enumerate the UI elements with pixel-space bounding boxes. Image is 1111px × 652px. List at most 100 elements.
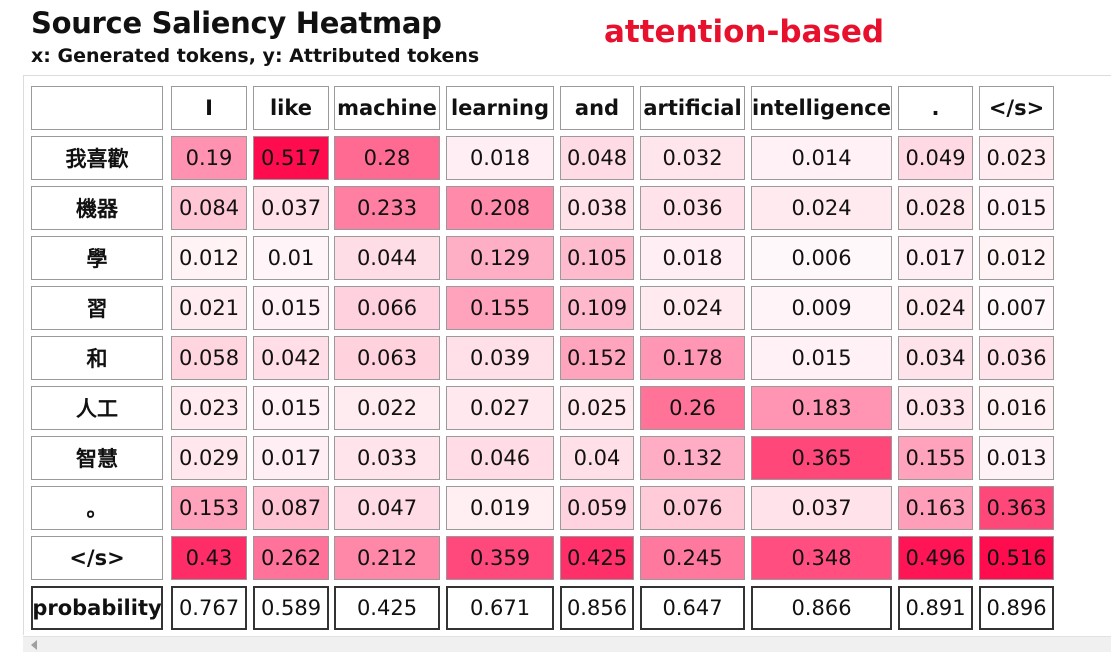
column-header: machine	[334, 86, 440, 130]
heatmap-cell: 0.012	[979, 236, 1054, 280]
probability-cell: 0.866	[751, 586, 892, 630]
probability-cell: 0.425	[334, 586, 440, 630]
corner-cell	[31, 86, 163, 130]
heatmap-cell: 0.024	[751, 186, 892, 230]
heatmap-cell: 0.018	[446, 136, 554, 180]
heatmap-cell: 0.009	[751, 286, 892, 330]
probability-label: probability	[31, 586, 163, 630]
heatmap-cell: 0.155	[898, 436, 973, 480]
row-header: 。	[31, 486, 163, 530]
heatmap-cell: 0.178	[640, 336, 745, 380]
heatmap-cell: 0.034	[898, 336, 973, 380]
heatmap-cell: 0.015	[751, 336, 892, 380]
heatmap-cell: 0.015	[253, 286, 329, 330]
heatmap-cell: 0.43	[171, 536, 247, 580]
heatmap-cell: 0.016	[979, 386, 1054, 430]
heatmap-cell: 0.183	[751, 386, 892, 430]
heatmap-cell: 0.066	[334, 286, 440, 330]
heatmap-cell: 0.26	[640, 386, 745, 430]
heatmap-cell: 0.058	[171, 336, 247, 380]
heatmap-cell: 0.163	[898, 486, 973, 530]
heatmap-cell: 0.048	[560, 136, 634, 180]
heatmap-cell: 0.038	[560, 186, 634, 230]
heatmap-cell: 0.517	[253, 136, 329, 180]
heatmap-cell: 0.363	[979, 486, 1054, 530]
heatmap-cell: 0.262	[253, 536, 329, 580]
heatmap-cell: 0.028	[898, 186, 973, 230]
heatmap-cell: 0.105	[560, 236, 634, 280]
heatmap-cell: 0.01	[253, 236, 329, 280]
column-header: like	[253, 86, 329, 130]
heatmap-cell: 0.152	[560, 336, 634, 380]
heatmap-cell: 0.036	[979, 336, 1054, 380]
heatmap-cell: 0.087	[253, 486, 329, 530]
heatmap-cell: 0.018	[640, 236, 745, 280]
page-title: Source Saliency Heatmap	[31, 6, 442, 40]
heatmap-cell: 0.037	[253, 186, 329, 230]
heatmap-cell: 0.19	[171, 136, 247, 180]
heatmap-cell: 0.019	[446, 486, 554, 530]
heatmap-cell: 0.212	[334, 536, 440, 580]
heatmap-cell: 0.029	[171, 436, 247, 480]
column-header: .	[898, 86, 973, 130]
row-header: </s>	[31, 536, 163, 580]
heatmap-cell: 0.076	[640, 486, 745, 530]
method-label: attention-based	[604, 14, 885, 50]
heatmap-cell: 0.017	[253, 436, 329, 480]
heatmap-cell: 0.012	[171, 236, 247, 280]
heatmap-cell: 0.033	[898, 386, 973, 430]
heatmap-cell: 0.023	[979, 136, 1054, 180]
heatmap-cell: 0.084	[171, 186, 247, 230]
heatmap-cell: 0.037	[751, 486, 892, 530]
heatmap-cell: 0.516	[979, 536, 1054, 580]
heatmap-cell: 0.013	[979, 436, 1054, 480]
heatmap-cell: 0.348	[751, 536, 892, 580]
column-header: I	[171, 86, 247, 130]
row-header: 和	[31, 336, 163, 380]
heatmap-cell: 0.027	[446, 386, 554, 430]
heatmap-cell: 0.033	[334, 436, 440, 480]
heatmap-cell: 0.025	[560, 386, 634, 430]
probability-cell: 0.671	[446, 586, 554, 630]
row-header: 習	[31, 286, 163, 330]
column-header: intelligence	[751, 86, 892, 130]
heatmap-cell: 0.365	[751, 436, 892, 480]
row-header: 人工	[31, 386, 163, 430]
heatmap-cell: 0.047	[334, 486, 440, 530]
heatmap-cell: 0.04	[560, 436, 634, 480]
probability-cell: 0.589	[253, 586, 329, 630]
column-header: </s>	[979, 86, 1054, 130]
heatmap-cell: 0.359	[446, 536, 554, 580]
heatmap-cell: 0.059	[560, 486, 634, 530]
heatmap-cell: 0.28	[334, 136, 440, 180]
heatmap-cell: 0.021	[171, 286, 247, 330]
heatmap-cell: 0.024	[898, 286, 973, 330]
heatmap-cell: 0.006	[751, 236, 892, 280]
heatmap-cell: 0.014	[751, 136, 892, 180]
heatmap-cell: 0.233	[334, 186, 440, 230]
heatmap-cell: 0.425	[560, 536, 634, 580]
heatmap-cell: 0.015	[253, 386, 329, 430]
heatmap-cell: 0.208	[446, 186, 554, 230]
heatmap-cell: 0.155	[446, 286, 554, 330]
heatmap-cell: 0.032	[640, 136, 745, 180]
heatmap-cell: 0.153	[171, 486, 247, 530]
column-header: and	[560, 86, 634, 130]
heatmap-cell: 0.007	[979, 286, 1054, 330]
heatmap-cell: 0.044	[334, 236, 440, 280]
scroll-left-arrow-icon[interactable]	[31, 640, 37, 650]
row-header: 我喜歡	[31, 136, 163, 180]
heatmap-cell: 0.017	[898, 236, 973, 280]
heatmap-cell: 0.023	[171, 386, 247, 430]
heatmap-cell: 0.496	[898, 536, 973, 580]
heatmap-cell: 0.046	[446, 436, 554, 480]
heatmap-cell: 0.049	[898, 136, 973, 180]
row-header: 機器	[31, 186, 163, 230]
heatmap-cell: 0.132	[640, 436, 745, 480]
horizontal-scrollbar[interactable]	[23, 636, 1111, 652]
probability-cell: 0.856	[560, 586, 634, 630]
heatmap-cell: 0.024	[640, 286, 745, 330]
heatmap-cell: 0.063	[334, 336, 440, 380]
row-header: 智慧	[31, 436, 163, 480]
